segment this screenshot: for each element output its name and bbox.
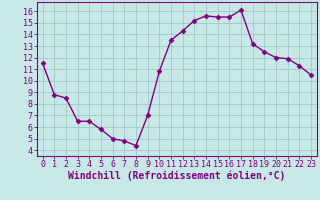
X-axis label: Windchill (Refroidissement éolien,°C): Windchill (Refroidissement éolien,°C)	[68, 171, 285, 181]
